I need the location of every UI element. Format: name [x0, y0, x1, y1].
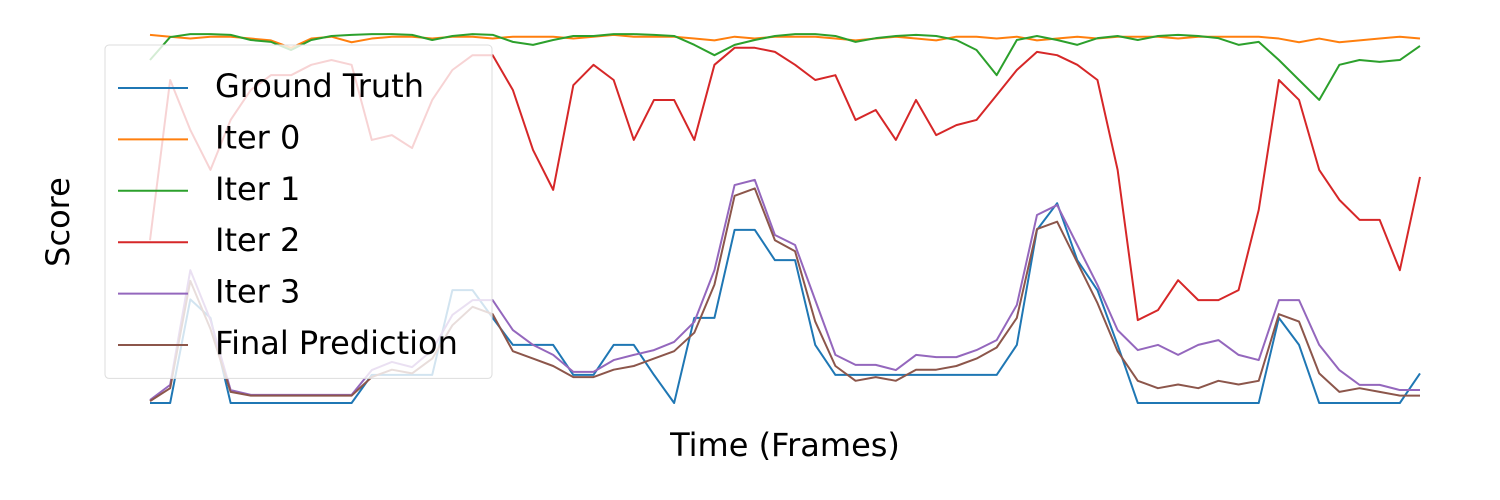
legend: Ground Truth Iter 0 Iter 1 Iter 2 Iter 3 Fina… — [104, 44, 493, 379]
series-line — [149, 33, 1421, 101]
legend-box — [104, 44, 493, 379]
legend-label: Iter 3 — [215, 273, 300, 311]
series-line — [149, 178, 1420, 401]
legend-label: Iter 0 — [215, 118, 300, 156]
y-axis-label: Score — [39, 177, 77, 267]
legend-label: Ground Truth — [215, 67, 424, 105]
series-line — [149, 187, 1420, 402]
x-axis-label: Time (Frames) — [669, 426, 900, 464]
legend-label: Iter 2 — [215, 221, 300, 259]
series-line — [150, 202, 1421, 404]
legend-label: Final Prediction — [215, 324, 458, 362]
legend-label: Iter 1 — [215, 170, 300, 208]
